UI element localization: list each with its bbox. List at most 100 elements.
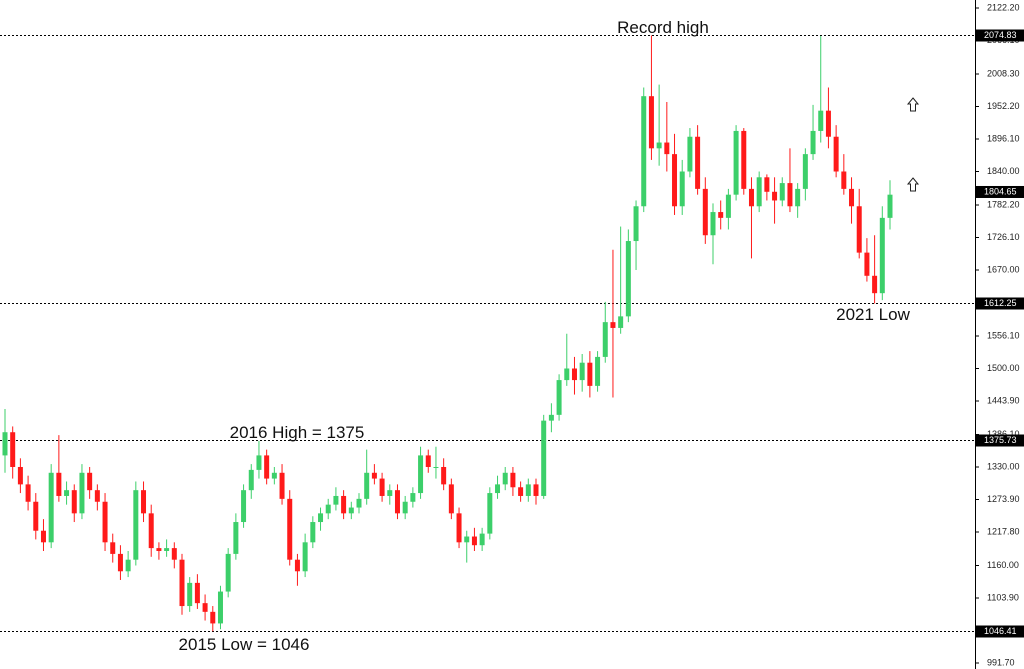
- candle-body: [33, 501, 39, 531]
- y-tick-label: 1840.00: [987, 166, 1020, 176]
- candle-body: [156, 548, 162, 552]
- candle-body: [225, 553, 231, 592]
- candle-body: [764, 177, 770, 192]
- y-tick-label: 1500.00: [987, 363, 1020, 373]
- candle-body: [887, 194, 893, 218]
- candle-body: [164, 548, 170, 552]
- price-box: [976, 625, 1024, 638]
- candle-body: [10, 432, 16, 467]
- candle-body: [402, 501, 408, 514]
- candle-body: [879, 217, 885, 294]
- candle-body: [802, 154, 808, 189]
- level-label: 1375.73: [984, 435, 1017, 445]
- y-tick-label: 1103.90: [987, 592, 1019, 602]
- candle-body: [310, 522, 316, 543]
- candle-body: [348, 507, 354, 514]
- candle-body: [264, 455, 270, 479]
- candle-body: [194, 582, 200, 604]
- y-tick-label: 2122.20: [987, 2, 1020, 12]
- candle-body: [502, 472, 508, 485]
- candle-body: [587, 362, 593, 386]
- candle-body: [687, 136, 693, 172]
- y-tick-label: 1726.10: [987, 232, 1020, 242]
- candle-body: [294, 559, 300, 572]
- level-label: 1612.25: [984, 298, 1017, 308]
- candle-body: [87, 472, 93, 491]
- candle-body: [795, 188, 801, 207]
- candle-body: [495, 484, 501, 494]
- candle-body: [633, 206, 639, 242]
- candle-body: [556, 380, 562, 415]
- y-tick-label: 1273.90: [987, 494, 1020, 504]
- y-tick-label: 1330.00: [987, 461, 1020, 471]
- candle-body: [856, 206, 862, 253]
- candle-body: [56, 472, 62, 496]
- candle-body: [433, 466, 439, 468]
- candle-body: [656, 142, 662, 149]
- candle-body: [179, 559, 185, 607]
- y-tick-label: 1782.20: [987, 199, 1020, 209]
- candle-body: [672, 154, 678, 207]
- candle-body: [733, 130, 739, 195]
- candle-body: [571, 368, 577, 381]
- candle-body: [479, 533, 485, 546]
- candle-body: [810, 130, 816, 155]
- candle-body: [564, 368, 570, 381]
- candle-body: [141, 490, 147, 514]
- current-price-label: 1804.65: [984, 186, 1017, 196]
- candle-body: [217, 591, 223, 624]
- candle-body: [679, 171, 685, 207]
- candle-body: [787, 183, 793, 207]
- candle-body: [325, 504, 331, 514]
- candle-body: [364, 472, 370, 499]
- candle-body: [148, 513, 154, 549]
- candle-body: [779, 183, 785, 201]
- candle-body: [471, 536, 477, 546]
- candle-body: [579, 362, 585, 381]
- y-tick-label: 991.70: [987, 657, 1015, 667]
- candle-body: [718, 212, 724, 218]
- candle-body: [64, 490, 70, 496]
- candle-body: [618, 316, 624, 328]
- candle-body: [610, 322, 616, 328]
- candle-body: [210, 611, 216, 624]
- candle-body: [371, 472, 377, 479]
- candle-body: [756, 177, 762, 207]
- candle-body: [48, 472, 54, 543]
- candle-body: [518, 487, 524, 496]
- candle-body: [25, 484, 31, 502]
- candle-body: [872, 275, 878, 294]
- y-tick-label: 1556.10: [987, 330, 1020, 340]
- candle-body: [102, 501, 108, 543]
- candle-body: [510, 472, 516, 488]
- candle-body: [171, 548, 177, 560]
- annotation: 2015 Low = 1046: [179, 635, 310, 654]
- level-label: 1046.41: [984, 626, 1017, 636]
- y-tick-label: 1896.10: [987, 133, 1020, 143]
- y-tick-label: 2008.30: [987, 68, 1020, 78]
- candle-body: [487, 493, 493, 534]
- candle-body: [641, 96, 647, 207]
- candle-body: [772, 191, 778, 201]
- candle-body: [379, 478, 385, 496]
- annotation: 2021 Low: [836, 305, 910, 324]
- y-tick-label: 1670.00: [987, 264, 1020, 274]
- candle-body: [410, 493, 416, 502]
- price-box: [976, 297, 1024, 310]
- candle-body: [595, 356, 601, 386]
- candle-body: [541, 420, 547, 496]
- y-tick-label: 1386.10: [987, 429, 1020, 439]
- candle-body: [287, 498, 293, 560]
- candle-body: [841, 171, 847, 189]
- level-label: 2074.83: [984, 30, 1017, 40]
- candle-body: [625, 241, 631, 317]
- candle-body: [387, 490, 393, 496]
- candle-body: [71, 490, 77, 514]
- up-arrow: [906, 177, 920, 192]
- candle-body: [271, 472, 277, 479]
- candle-body: [94, 490, 100, 502]
- candle-body: [664, 142, 670, 155]
- candle-body: [602, 322, 608, 357]
- candle-body: [548, 414, 554, 421]
